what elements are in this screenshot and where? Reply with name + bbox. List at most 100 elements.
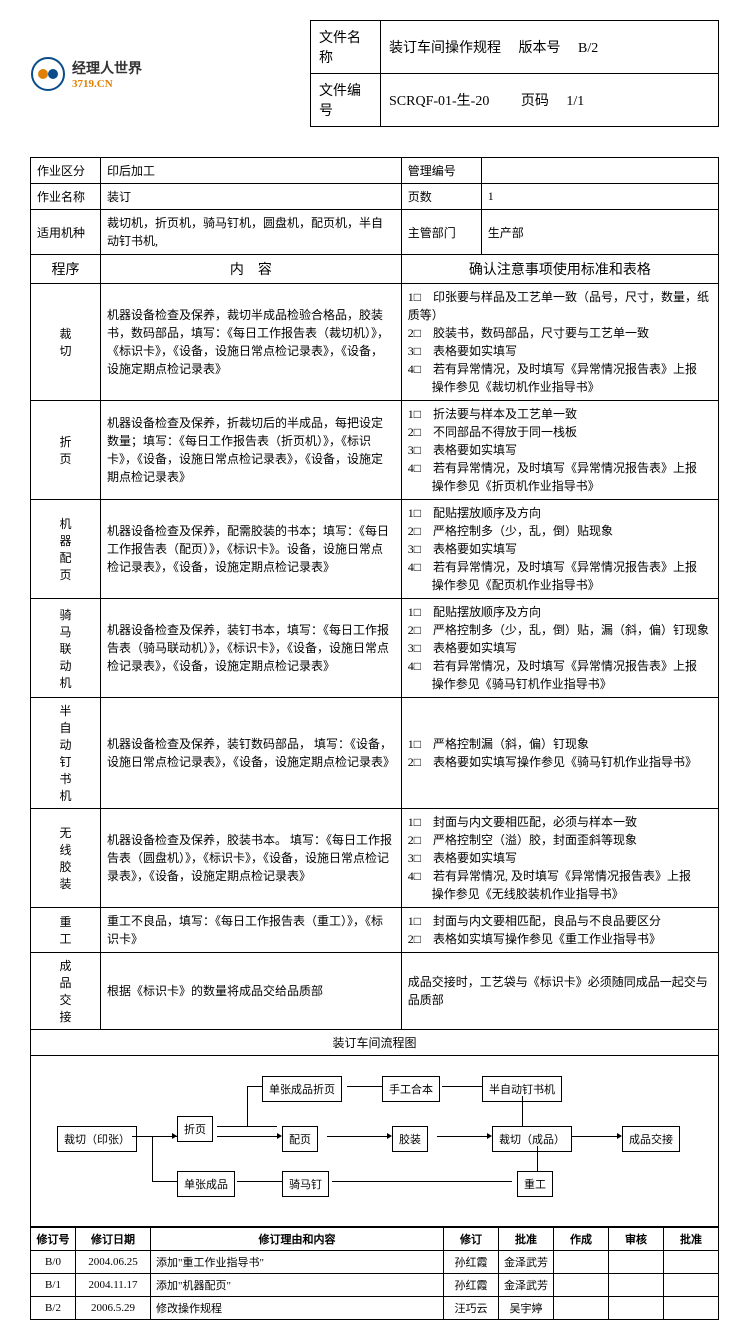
rev-cell-appr2 [664, 1297, 719, 1320]
flow-box-rework: 重工 [517, 1171, 553, 1197]
rev-cell-reason: 添加"机器配页" [151, 1274, 444, 1297]
proc-prog: 半自动钉书机 [31, 698, 101, 809]
flowchart-cell: 裁切（印张） 折页 单张成品 单张成品折页 配页 骑马钉 手工合本 胶装 半自动… [31, 1056, 719, 1227]
proc-notes: 1□ 封面与内文要相匹配，必须与样本一致2□ 严格控制空（溢）胶，封面歪斜等现象… [401, 809, 718, 908]
proc-content: 重工不良品，填写：《每日工作报告表（重工）》，《标识卡》 [101, 908, 402, 953]
proc-notes: 1□ 封面与内文要相匹配，良品与不良品要区分2□ 表格如实填写操作参见《重工作业… [401, 908, 718, 953]
mgmt-no-value [481, 158, 718, 184]
rev-cell-made [554, 1274, 609, 1297]
rev-cell-audit [609, 1274, 664, 1297]
rev-cell-appr: 金泽武芳 [499, 1274, 554, 1297]
page-label: 页码 [521, 94, 549, 109]
rev-cell-reason: 添加"重工作业指导书" [151, 1251, 444, 1274]
rev-cell-appr2 [664, 1251, 719, 1274]
header-table: 文件名称 装订车间操作规程 版本号 B/2 文件编号 SCRQF-01-生-20… [310, 20, 719, 127]
col-content: 内 容 [101, 255, 402, 284]
dept-label: 主管部门 [401, 210, 481, 255]
mgmt-no-label: 管理编号 [401, 158, 481, 184]
rev-cell-rev: 孙红霞 [444, 1251, 499, 1274]
proc-content: 根据《标识卡》的数量将成品交给品质部 [101, 953, 402, 1030]
flow-box-single: 单张成品 [177, 1171, 235, 1197]
proc-prog: 骑马联动机 [31, 599, 101, 698]
proc-notes: 1□ 折法要与样本及工艺单一致2□ 不同部品不得放于同一栈板3□ 表格要如实填写… [401, 401, 718, 500]
job-label: 作业名称 [31, 184, 101, 210]
page: 1/1 [566, 94, 584, 109]
flow-box-cut: 裁切（印张） [57, 1126, 137, 1152]
rev-cell-appr2 [664, 1274, 719, 1297]
flow-box-sfold: 单张成品折页 [262, 1076, 342, 1102]
rev-cell-audit [609, 1297, 664, 1320]
col-notes: 确认注意事项使用标准和表格 [401, 255, 718, 284]
rev-h-audit: 审核 [609, 1228, 664, 1251]
rev-h-reason: 修订理由和内容 [151, 1228, 444, 1251]
flow-box-fold: 折页 [177, 1116, 213, 1142]
dept-value: 生产部 [481, 210, 718, 255]
version-label: 版本号 [519, 41, 561, 56]
main-table: 作业区分 印后加工 管理编号 作业名称 装订 页数 1 适用机种 裁切机，折页机… [30, 157, 719, 1227]
machine-value: 裁切机，折页机，骑马钉机，圆盘机，配页机，半自动钉书机, [101, 210, 402, 255]
proc-prog: 折页 [31, 401, 101, 500]
flowchart-title: 装订车间流程图 [31, 1030, 719, 1056]
doc-name: 装订车间操作规程 [389, 41, 501, 56]
rev-cell-appr: 吴宇婷 [499, 1297, 554, 1320]
rev-cell-made [554, 1251, 609, 1274]
rev-cell-audit [609, 1251, 664, 1274]
pages-label: 页数 [401, 184, 481, 210]
proc-prog: 裁切 [31, 284, 101, 401]
flow-box-finalcut: 裁切（成品） [492, 1126, 572, 1152]
rev-h-no: 修订号 [31, 1228, 76, 1251]
doc-name-label: 文件名称 [311, 21, 381, 74]
proc-content: 机器设备检查及保养，胶装书本。 填写：《每日工作报告表（圆盘机）》，《标识卡》，… [101, 809, 402, 908]
proc-prog: 无线胶装 [31, 809, 101, 908]
col-prog: 程序 [31, 255, 101, 284]
proc-notes: 1□ 印张要与样品及工艺单一致（品号，尺寸，数量，纸质等）2□ 胶装书，数码部品… [401, 284, 718, 401]
document-header: 经理人世界 3719.CN 文件名称 装订车间操作规程 版本号 B/2 文件编号… [30, 20, 719, 127]
rev-h-made: 作成 [554, 1228, 609, 1251]
rev-cell-made [554, 1297, 609, 1320]
proc-notes: 1□ 严格控制漏（斜，偏）钉现象2□ 表格要如实填写操作参见《骑马钉机作业指导书… [401, 698, 718, 809]
proc-content: 机器设备检查及保养，裁切半成品检验合格品，胶装书，数码部品，填写：《每日工作报告… [101, 284, 402, 401]
logo-icon [30, 56, 66, 92]
flowchart: 裁切（印张） 折页 单张成品 单张成品折页 配页 骑马钉 手工合本 胶装 半自动… [37, 1066, 712, 1216]
rev-cell-date: 2006.5.29 [76, 1297, 151, 1320]
rev-cell-no: B/2 [31, 1297, 76, 1320]
rev-cell-date: 2004.11.17 [76, 1274, 151, 1297]
rev-cell-reason: 修改操作规程 [151, 1297, 444, 1320]
proc-content: 机器设备检查及保养，配需胶装的书本；填写：《每日工作报告表（配页）》，《标识卡》… [101, 500, 402, 599]
doc-no-label: 文件编号 [311, 74, 381, 127]
logo-text-en: 3719.CN [72, 78, 142, 90]
proc-prog: 成品交接 [31, 953, 101, 1030]
rev-cell-no: B/0 [31, 1251, 76, 1274]
area-label: 作业区分 [31, 158, 101, 184]
proc-prog: 机器配页 [31, 500, 101, 599]
flow-box-manual: 手工合本 [382, 1076, 440, 1102]
rev-cell-no: B/1 [31, 1274, 76, 1297]
rev-h-revised: 修订 [444, 1228, 499, 1251]
area-value: 印后加工 [101, 158, 402, 184]
proc-prog: 重工 [31, 908, 101, 953]
doc-no: SCRQF-01-生-20 [389, 94, 489, 109]
proc-content: 机器设备检查及保养，装钉数码部品， 填写：《设备，设施日常点检记录表》，《设备，… [101, 698, 402, 809]
version: B/2 [578, 41, 598, 56]
job-value: 装订 [101, 184, 402, 210]
rev-cell-rev: 汪巧云 [444, 1297, 499, 1320]
proc-content: 机器设备检查及保养，折裁切后的半成品，每把设定数量；填写：《每日工作报告表（折页… [101, 401, 402, 500]
revision-table: 修订号 修订日期 修订理由和内容 修订 批准 作成 审核 批准 B/02004.… [30, 1227, 719, 1320]
rev-h-approved: 批准 [499, 1228, 554, 1251]
logo-area: 经理人世界 3719.CN [30, 56, 310, 92]
flow-box-glue: 胶装 [392, 1126, 428, 1152]
logo-text-cn: 经理人世界 [72, 58, 142, 78]
flow-box-saddle: 骑马钉 [282, 1171, 329, 1197]
rev-h-approve2: 批准 [664, 1228, 719, 1251]
rev-cell-rev: 孙红霞 [444, 1274, 499, 1297]
proc-notes: 成品交接时，工艺袋与《标识卡》必须随同成品一起交与品质部 [401, 953, 718, 1030]
rev-cell-appr: 金泽武芳 [499, 1251, 554, 1274]
machine-label: 适用机种 [31, 210, 101, 255]
proc-content: 机器设备检查及保养，装钉书本，填写：《每日工作报告表（骑马联动机）》，《标识卡》… [101, 599, 402, 698]
pages-value: 1 [481, 184, 718, 210]
proc-notes: 1□ 配贴摆放顺序及方向2□ 严格控制多（少，乱，倒）贴现象3□ 表格要如实填写… [401, 500, 718, 599]
rev-h-date: 修订日期 [76, 1228, 151, 1251]
flow-box-handover: 成品交接 [622, 1126, 680, 1152]
proc-notes: 1□ 配贴摆放顺序及方向2□ 严格控制多（少，乱，倒）贴，漏（斜，偏）钉现象3□… [401, 599, 718, 698]
flow-box-collate: 配页 [282, 1126, 318, 1152]
